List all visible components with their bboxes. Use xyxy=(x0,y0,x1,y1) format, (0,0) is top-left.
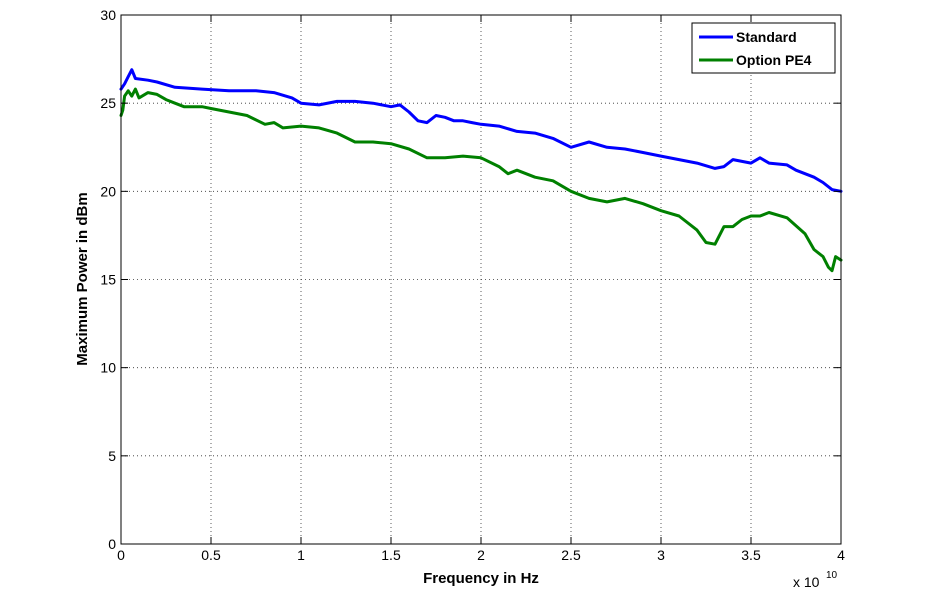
grid xyxy=(121,15,841,544)
y-axis-label: Maximum Power in dBm xyxy=(74,192,91,365)
x-tick-label: 3 xyxy=(657,547,665,563)
ticks xyxy=(120,14,842,545)
legend: Standard Option PE4 xyxy=(691,22,836,74)
x-exponent-base: x 10 xyxy=(793,574,820,590)
x-tick-labels: 0 0.5 1 1.5 2 2.5 3 3.5 4 xyxy=(117,547,845,563)
legend-label-standard: Standard xyxy=(736,29,797,45)
y-tick-label: 10 xyxy=(100,360,116,376)
legend-label-option-pe4: Option PE4 xyxy=(736,52,812,68)
y-tick-label: 30 xyxy=(100,7,116,23)
y-tick-label: 25 xyxy=(100,95,116,111)
y-tick-label: 0 xyxy=(108,536,116,552)
series-layer xyxy=(119,68,843,273)
x-tick-label: 0.5 xyxy=(201,547,221,563)
y-tick-label: 15 xyxy=(100,272,116,288)
legend-box xyxy=(691,22,836,74)
x-tick-label: 1 xyxy=(297,547,305,563)
x-tick-label: 3.5 xyxy=(741,547,761,563)
y-tick-label: 5 xyxy=(108,448,116,464)
y-tick-label: 20 xyxy=(100,183,116,199)
x-tick-label: 1.5 xyxy=(381,547,401,563)
x-axis-label: Frequency in Hz xyxy=(423,570,539,587)
x-exponent: x 10 10 xyxy=(793,570,838,590)
x-tick-label: 2.5 xyxy=(561,547,581,563)
series-line-standard xyxy=(119,68,843,193)
y-tick-labels: 0 5 10 15 20 25 30 xyxy=(100,7,116,552)
series-line-option-pe4 xyxy=(119,87,843,273)
x-tick-label: 0 xyxy=(117,547,125,563)
x-exponent-power: 10 xyxy=(826,570,838,581)
x-tick-label: 2 xyxy=(477,547,485,563)
x-tick-label: 4 xyxy=(837,547,845,563)
